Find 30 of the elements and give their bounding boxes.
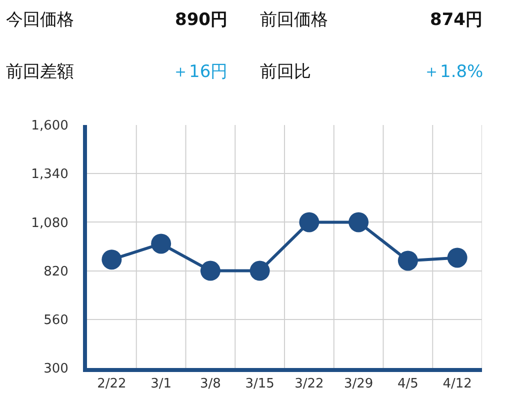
text: ＋16円 [172, 62, 228, 82]
text: ＋1.8% [423, 62, 484, 82]
y-tick-label: 1,080 [31, 216, 68, 231]
y-tick-label: 820 [44, 264, 68, 280]
text: 前回差額 [6, 62, 74, 82]
text: 前回比 [260, 62, 311, 82]
y-tick-label: 1,340 [31, 167, 68, 182]
text: 前回価格 [260, 10, 328, 30]
text: 今回価格 [6, 10, 74, 30]
text: 874円 [430, 10, 482, 30]
point [447, 248, 468, 268]
point [102, 250, 122, 270]
point [299, 212, 320, 232]
x-tick-label: 2/22 [97, 376, 126, 392]
x-tick-label: 4/5 [397, 376, 418, 392]
x-tick-label: 3/15 [245, 376, 274, 392]
x-tick-label: 4/12 [442, 376, 472, 392]
point [250, 260, 270, 281]
x-tick-label: 3/29 [344, 376, 374, 392]
y-tick-label: 300 [44, 362, 68, 377]
text: 890円 [175, 10, 228, 30]
point [348, 212, 369, 232]
point [200, 260, 220, 281]
x-tick-label: 3/1 [150, 376, 172, 392]
x-tick-label: 3/22 [294, 376, 324, 392]
x-tick-label: 3/8 [200, 376, 221, 392]
y-tick-label: 560 [44, 312, 68, 328]
y-tick-label: 1,600 [31, 118, 68, 134]
point [151, 234, 172, 254]
point [398, 250, 418, 271]
